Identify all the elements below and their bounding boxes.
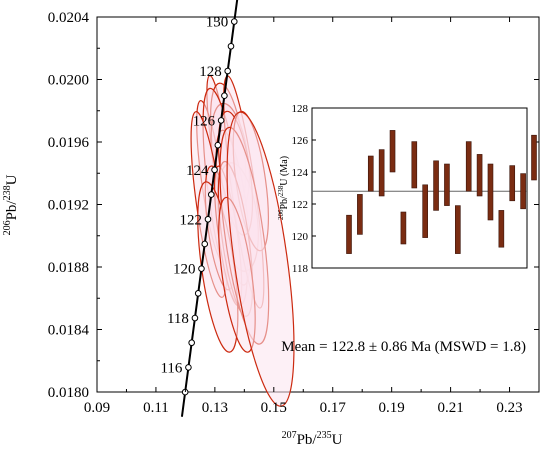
inset-age-bar (531, 134, 537, 181)
inset-y-tick-label: 124 (292, 167, 309, 179)
y-tick-label: 0.0188 (48, 260, 89, 276)
age-marker (191, 314, 199, 322)
x-tick-label: 0.19 (379, 400, 405, 416)
inset-age-bar (389, 130, 396, 173)
age-marker (207, 191, 215, 198)
age-marker (230, 18, 238, 25)
background-ghost-text: 124 122 Mean MSWD (132, 169, 169, 235)
error-ellipse (226, 111, 295, 407)
age-marker (214, 141, 222, 149)
y-axis-title-sup2: 238 (2, 185, 13, 200)
y-tick-label: 0.0180 (48, 385, 89, 401)
age-marker (227, 42, 235, 50)
x-axis-title-base: Pb/ (297, 432, 318, 448)
inset-age-bar (476, 154, 483, 197)
ghost-label: 122 (143, 187, 160, 199)
age-marker (211, 166, 218, 174)
age-marker (224, 67, 231, 75)
y-tick-label: 0.0200 (48, 73, 89, 89)
inset-age-bar (346, 214, 352, 254)
y-axis-title-end: U (4, 174, 20, 185)
age-marker (188, 339, 195, 347)
y-tick-label: 0.0184 (48, 323, 90, 339)
x-tick-label: 0.17 (320, 400, 347, 416)
y-axis-title: 206Pb/238U (2, 174, 20, 235)
inset-age-bar (520, 173, 526, 210)
age-marker (201, 240, 209, 248)
age-label: 128 (199, 64, 222, 80)
x-axis-title: 207Pb/235U (282, 430, 343, 448)
x-tick-label: 0.23 (496, 400, 522, 416)
x-axis-title-end: U (332, 432, 343, 448)
age-label: 116 (160, 360, 182, 376)
inset-y-title-end: U (Ma) (279, 156, 290, 186)
inset-age-bar (378, 149, 385, 197)
error-ellipses (190, 74, 295, 407)
inset-y-title-sup2: 238 (277, 185, 285, 196)
inset-age-bar (509, 165, 516, 202)
ghost-label: 124 (152, 169, 169, 181)
age-marker (198, 265, 205, 272)
age-label: 130 (206, 15, 229, 31)
x-tick-label: 0.15 (261, 400, 287, 416)
age-label: 122 (179, 212, 202, 228)
inset-age-bar (411, 141, 418, 189)
x-tick-label: 0.11 (143, 400, 169, 416)
inset-age-bar (433, 160, 439, 211)
inset-y-title-base: Pb/ (279, 196, 290, 210)
mean-annotation: Mean = 122.8 ± 0.86 Ma (MSWD = 1.8) (281, 339, 526, 355)
inset-y-tick-label: 118 (292, 263, 309, 275)
y-axis-title-base: Pb/ (4, 200, 20, 221)
inset-age-bar (498, 210, 505, 248)
inset-age-bar (487, 163, 494, 221)
x-tick-label: 0.09 (84, 400, 110, 416)
x-axis-title-sup2: 235 (317, 430, 332, 441)
age-label: 118 (167, 311, 189, 327)
age-marker (217, 117, 225, 124)
inset-y-axis-title: 206Pb/238U (Ma) (277, 156, 290, 220)
inset-y-title-sup1: 206 (277, 209, 285, 220)
inset-y-tick-label: 126 (292, 135, 309, 147)
inset-age-bar (400, 211, 407, 245)
age-label: 126 (193, 113, 216, 129)
x-tick-label: 0.21 (437, 400, 463, 416)
y-tick-label: 0.0196 (48, 135, 90, 151)
y-tick-label: 0.0192 (48, 198, 89, 214)
y-axis-title-sup1: 206 (2, 220, 13, 235)
inset-chart: 118 120 122 124 126 128 206Pb/238U (Ma) (277, 103, 537, 275)
inset-age-bar (455, 205, 461, 254)
inset-bars (346, 130, 537, 254)
age-label: 120 (173, 262, 196, 278)
inset-age-bar (465, 141, 472, 192)
y-tick-label: 0.0204 (48, 10, 90, 26)
age-marker (221, 92, 228, 100)
inset-y-tick-label: 128 (292, 103, 309, 115)
x-tick-label: 0.13 (202, 400, 228, 416)
inset-age-bar (422, 184, 428, 238)
inset-age-bar (444, 163, 450, 206)
x-axis-title-sup1: 207 (282, 430, 297, 441)
age-marker (204, 215, 212, 223)
age-marker (185, 364, 192, 371)
concordia-line (180, 0, 239, 417)
age-label: 124 (186, 163, 209, 179)
inset-y-axis: 118 120 122 124 126 128 (292, 103, 316, 275)
age-marker (194, 290, 202, 297)
ghost-label: Mean (134, 205, 160, 217)
inset-y-tick-label: 120 (292, 231, 309, 243)
y-axis: 0.0180 0.0184 0.0188 0.0192 0.0196 0.0200 0.02… (48, 10, 539, 401)
concordia-curve: 116 118 120 122 124 126 128 130 (160, 0, 239, 417)
x-axis: 0.09 0.11 0.13 0.15 0.17 0.19 0.21 0.23 (84, 17, 523, 416)
inset-frame (311, 107, 528, 269)
ghost-label: MSWD (132, 223, 166, 235)
inset-age-bar (367, 155, 374, 192)
inset-y-tick-label: 122 (292, 199, 309, 211)
inset-age-bar (357, 194, 363, 235)
